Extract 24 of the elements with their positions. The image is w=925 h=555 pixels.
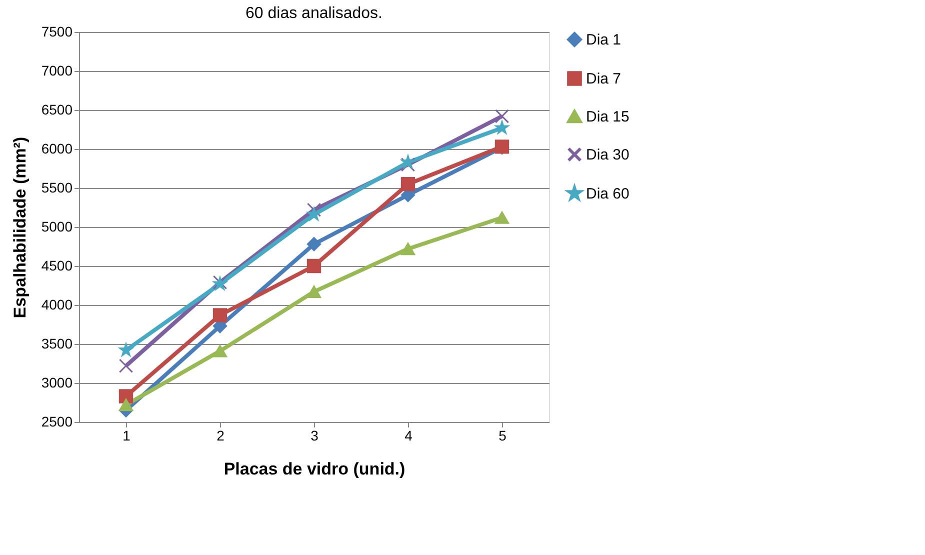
y-tick-label: 4000 — [41, 296, 73, 312]
x-tick-label: 4 — [404, 428, 413, 444]
x-axis-title: Placas de vidro (unid.) — [224, 460, 406, 478]
y-tick-label: 7000 — [41, 62, 73, 78]
y-tick-label: 5500 — [41, 180, 73, 196]
y-tick-label: 5000 — [41, 218, 73, 234]
legend-label: Dia 60 — [586, 186, 630, 202]
y-tick-label: 6000 — [41, 140, 73, 156]
y-tick-label: 3500 — [41, 336, 73, 352]
y-tick-label: 3000 — [41, 374, 73, 390]
y-tick-label: 7500 — [41, 24, 73, 40]
y-tick-label: 6500 — [41, 102, 73, 118]
x-tick-label: 3 — [310, 428, 319, 444]
x-tick-label: 2 — [216, 428, 225, 444]
chart-title: 60 dias analisados. — [246, 5, 382, 22]
legend-label: Dia 7 — [586, 70, 622, 88]
y-axis-title: Espalhabilidade (mm²) — [10, 136, 30, 318]
legend-label: Dia 30 — [586, 146, 630, 164]
y-tick-label: 4500 — [41, 258, 73, 274]
x-tick-label: 5 — [498, 428, 507, 444]
legend-label: Dia 15 — [586, 108, 630, 126]
y-tick-label: 2500 — [41, 414, 73, 430]
x-tick-label: 1 — [122, 428, 131, 444]
legend-label: Dia 1 — [586, 32, 622, 48]
